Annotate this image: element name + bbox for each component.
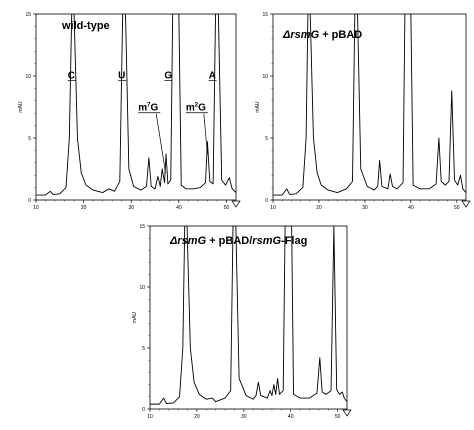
x-tick-label: 50: [224, 205, 230, 211]
x-tick-label: 20: [81, 205, 87, 211]
peak-label: A: [209, 70, 216, 81]
peak-leader-line: [155, 113, 166, 173]
plot-frame: [272, 13, 467, 201]
peak-label: m2G: [186, 103, 206, 114]
chromatogram-trace: [150, 226, 347, 405]
y-tick-label: 5: [265, 136, 268, 142]
y-tick-label: 5: [28, 136, 31, 142]
y-tick-label: 0: [142, 407, 145, 413]
y-tick-label: 15: [262, 12, 268, 18]
y-tick-label: 5: [142, 346, 145, 352]
y-tick-label: 10: [262, 74, 268, 80]
x-tick-label: 50: [454, 205, 460, 211]
x-tick-label: 40: [288, 414, 294, 420]
plot-frame: [35, 13, 237, 201]
y-tick-label: 0: [28, 198, 31, 204]
y-axis-label: mAU: [132, 312, 138, 324]
panel-title: wild-type: [61, 20, 110, 32]
x-tick-label: 10: [33, 205, 39, 211]
x-tick-label: 50: [335, 414, 341, 420]
y-tick-label: 15: [25, 12, 31, 18]
run-end-marker: [461, 200, 471, 208]
peak-leader-line: [203, 113, 208, 155]
chromatogram-trace: [36, 14, 236, 196]
x-tick-label: 40: [408, 205, 414, 211]
plot-frame: [149, 225, 348, 410]
y-axis-label: mAU: [255, 101, 261, 113]
peak-label: m7G: [138, 103, 158, 114]
x-tick-label: 30: [241, 414, 247, 420]
panel-title: ΔrsmG + pBAD: [282, 29, 362, 41]
y-tick-label: 10: [25, 74, 31, 80]
peak-label: C: [68, 70, 75, 81]
x-tick-label: 10: [147, 414, 153, 420]
x-tick-label: 10: [270, 205, 276, 211]
y-tick-label: 15: [139, 224, 145, 230]
x-tick-label: 40: [176, 205, 182, 211]
chromatogram-trace: [273, 14, 466, 196]
run-end-marker: [231, 200, 241, 208]
y-tick-label: 0: [265, 198, 268, 204]
panel-rsmg-pbad: 10 20 30 40 50 0 5 10 15 mAU ΔrsmG + pBAD: [255, 12, 471, 211]
run-end-marker: [342, 409, 352, 417]
x-tick-label: 20: [194, 414, 200, 420]
x-tick-label: 30: [128, 205, 134, 211]
x-tick-label: 30: [362, 205, 368, 211]
panel-rsmg-pbad-rsmg-flag: 10 20 30 40 50 0 5 10 15 mAU ΔrsmG + pBAD/rsmG-Fla…: [132, 224, 352, 420]
y-axis-label: mAU: [18, 101, 24, 113]
y-tick-label: 10: [139, 285, 145, 291]
peak-label: G: [164, 70, 172, 81]
x-tick-label: 20: [316, 205, 322, 211]
panel-title: ΔrsmG + pBAD/rsmG-Flag: [169, 235, 307, 247]
peak-label: U: [118, 70, 125, 81]
